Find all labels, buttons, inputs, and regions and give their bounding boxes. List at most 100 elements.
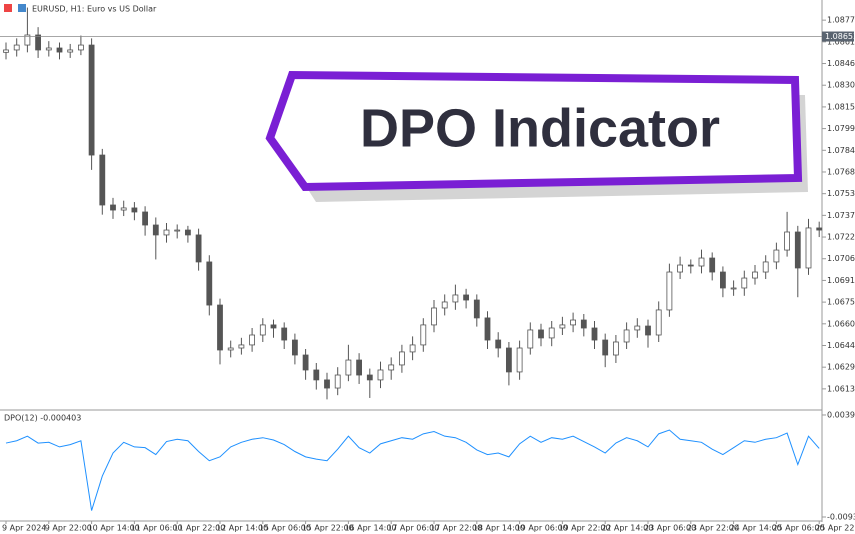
y-tick-label: 1.06290 bbox=[827, 363, 855, 372]
y-tick-label: 1.06600 bbox=[827, 319, 855, 328]
dpo-line bbox=[5, 429, 820, 511]
candle-body bbox=[570, 319, 576, 326]
y-tick-label: 1.07995 bbox=[827, 124, 855, 133]
candle-body bbox=[484, 317, 491, 341]
candle-body bbox=[142, 211, 149, 226]
candle-body bbox=[249, 334, 256, 346]
candle-body bbox=[698, 257, 705, 267]
y-tick-label: 1.08305 bbox=[827, 81, 855, 90]
candle-body bbox=[602, 339, 609, 356]
candle-body bbox=[184, 229, 191, 236]
candle-body bbox=[227, 347, 234, 351]
y-tick-label: 1.08460 bbox=[827, 59, 855, 68]
candle-body bbox=[24, 34, 31, 46]
x-tick-label: 15 Apr 06:00 bbox=[259, 524, 311, 533]
x-tick-label: 17 Apr 06:00 bbox=[387, 524, 439, 533]
candle-body bbox=[270, 324, 277, 329]
candle-body bbox=[527, 329, 534, 349]
chart-title: EURUSD, H1: Euro vs US Dollar bbox=[32, 5, 157, 14]
banner: DPO Indicator bbox=[265, 70, 808, 202]
candle-body bbox=[473, 299, 480, 319]
current-price-box bbox=[822, 31, 854, 42]
candle-body bbox=[452, 294, 459, 303]
candle-body bbox=[120, 207, 127, 211]
candle-body bbox=[816, 227, 823, 231]
candle-body bbox=[538, 329, 544, 339]
x-tick-label: 25 Apr 22:00 bbox=[815, 524, 855, 533]
x-tick-label: 9 Apr 22:00 bbox=[45, 524, 92, 533]
banner-text: DPO Indicator bbox=[360, 98, 720, 158]
candle-body bbox=[356, 359, 363, 376]
candle-body bbox=[634, 325, 641, 331]
candle-body bbox=[35, 34, 41, 51]
y-tick-label: 1.07840 bbox=[827, 146, 855, 155]
x-tick-label: 11 Apr 22:00 bbox=[173, 524, 225, 533]
y-tick-label: 1.06135 bbox=[827, 384, 855, 393]
x-tick-label: 11 Apr 06:00 bbox=[130, 524, 182, 533]
candle-body bbox=[677, 264, 683, 273]
candle-body bbox=[805, 227, 812, 269]
candle-body bbox=[655, 309, 662, 336]
candle-body bbox=[110, 204, 116, 211]
candle-body bbox=[559, 324, 566, 329]
candle-body bbox=[45, 47, 52, 51]
x-tick-label: 9 Apr 2024 bbox=[2, 524, 46, 533]
candle-body bbox=[741, 277, 748, 289]
candle-body bbox=[302, 354, 309, 371]
candle-body bbox=[345, 359, 352, 376]
candle-body bbox=[762, 261, 769, 273]
candle-body bbox=[613, 341, 619, 356]
x-tick-label: 22 Apr 14:00 bbox=[601, 524, 653, 533]
candle-body bbox=[88, 44, 95, 156]
candle-body bbox=[720, 271, 726, 289]
candle-body bbox=[420, 324, 427, 346]
candle-body bbox=[163, 229, 170, 236]
x-tick-label: 23 Apr 06:00 bbox=[644, 524, 696, 533]
candle-body bbox=[516, 347, 523, 373]
candle-body bbox=[67, 49, 74, 53]
x-tick-label: 17 Apr 22:00 bbox=[430, 524, 482, 533]
y-tick-label: 1.08615 bbox=[827, 37, 855, 46]
y-tick-label: 1.06755 bbox=[827, 298, 855, 307]
candle-body bbox=[623, 329, 630, 343]
candle-body bbox=[398, 351, 405, 366]
y-tick-label: 1.07375 bbox=[827, 211, 855, 220]
banner-frame bbox=[265, 70, 803, 192]
candle-body bbox=[645, 325, 651, 336]
candle-body bbox=[709, 257, 716, 273]
candle-body bbox=[730, 287, 737, 290]
candle-body bbox=[56, 47, 63, 53]
x-tick-label: 19 Apr 06:00 bbox=[516, 524, 568, 533]
candle-body bbox=[259, 324, 266, 336]
x-tick-label: 16 Apr 14:00 bbox=[344, 524, 396, 533]
candle-body bbox=[431, 307, 437, 326]
y-tick-label: 1.07065 bbox=[827, 254, 855, 263]
current-price-label: 1.08653 bbox=[825, 32, 855, 41]
x-tick-label: 15 Apr 22:00 bbox=[302, 524, 354, 533]
candle-body bbox=[238, 344, 245, 349]
candle-body bbox=[441, 301, 448, 309]
y-tick-label: 1.06910 bbox=[827, 276, 855, 285]
candle-body bbox=[313, 369, 320, 381]
candle-body bbox=[505, 347, 512, 373]
candle-body bbox=[206, 261, 213, 306]
candle-body bbox=[773, 249, 780, 263]
candle-body bbox=[388, 364, 395, 371]
candle-body bbox=[666, 271, 673, 311]
candle-body bbox=[78, 44, 84, 51]
x-tick-label: 19 Apr 22:00 bbox=[558, 524, 610, 533]
y-tick-label: 1.06445 bbox=[827, 341, 855, 350]
candle-body bbox=[152, 224, 159, 236]
candle-body bbox=[463, 294, 470, 301]
candle-body bbox=[784, 231, 790, 251]
candle-body bbox=[580, 319, 587, 329]
candle-body bbox=[174, 229, 181, 232]
y-tick-label: 1.07530 bbox=[827, 189, 855, 198]
x-tick-label: 25 Apr 06:00 bbox=[772, 524, 824, 533]
y-tick-label: 1.07685 bbox=[827, 167, 855, 176]
candle-body bbox=[291, 339, 298, 356]
candle-body bbox=[548, 327, 555, 339]
candle-body bbox=[591, 327, 598, 341]
